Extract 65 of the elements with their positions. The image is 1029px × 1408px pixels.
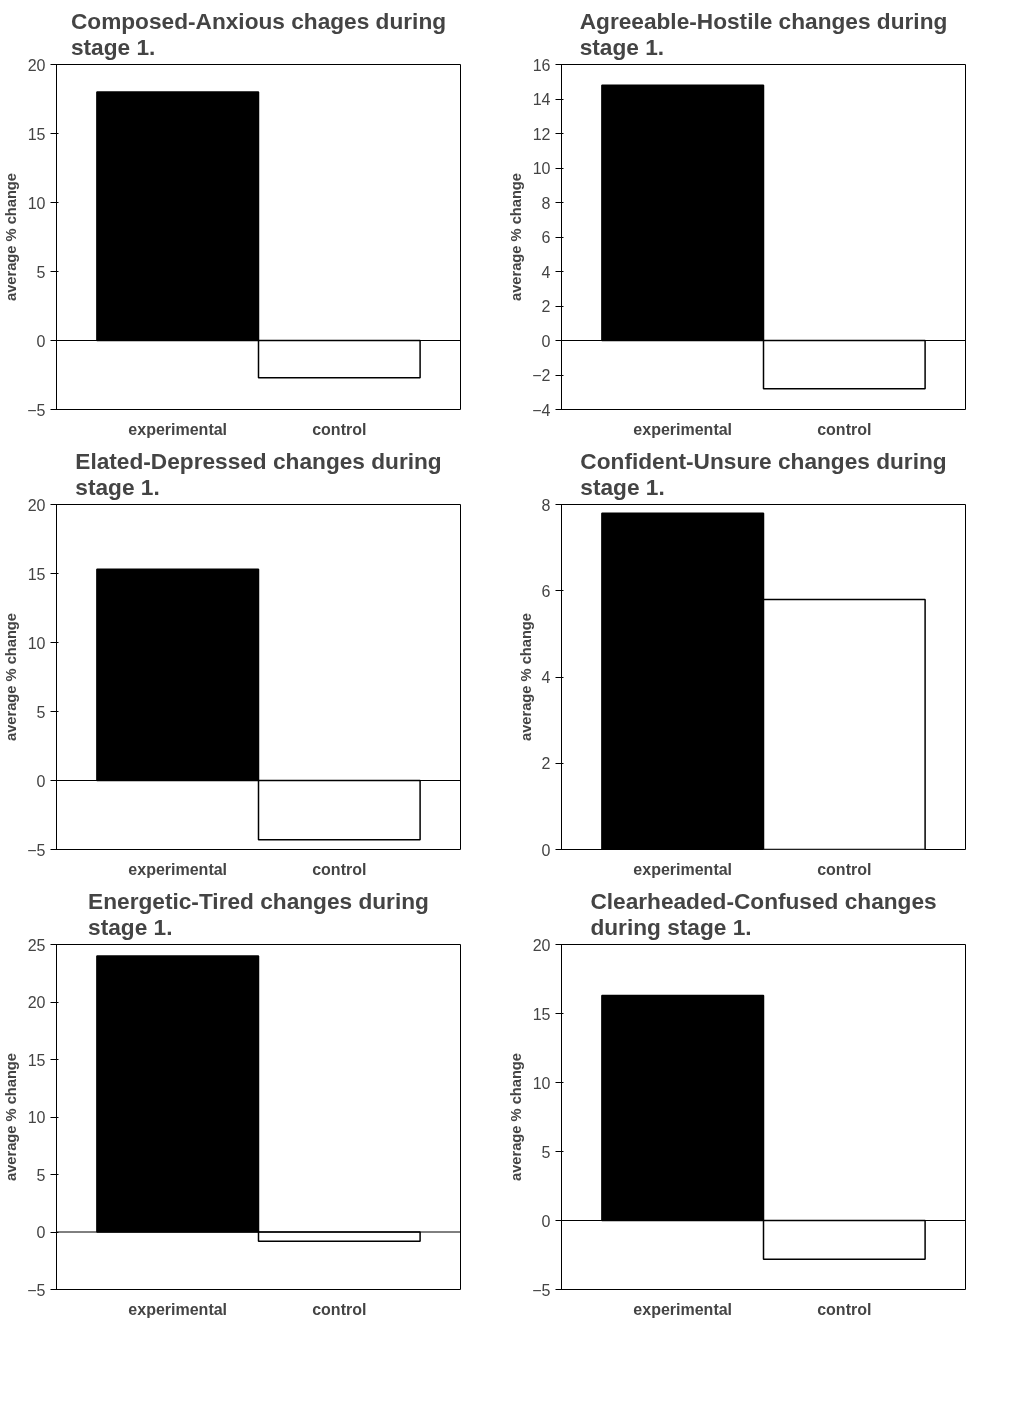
y-tick-label: −5 [532,1281,551,1299]
y-tick-label: 2 [541,298,551,315]
chart-title: Energetic-Tired changes during stage 1. [88,887,429,940]
y-axis-title: average % change [3,173,20,301]
y-tick-label: 5 [36,263,46,281]
y-axis-title: average % change [3,1053,20,1181]
x-tick-label: control [817,420,872,438]
y-tick-label: 4 [541,263,551,281]
y-tick-label: −5 [27,841,46,859]
y-tick-label: 20 [27,496,46,514]
y-tick-label: 5 [36,703,46,721]
y-tick-label: 15 [532,1005,551,1023]
y-tick-label: 15 [27,125,46,143]
y-tick-label: 0 [36,1224,46,1241]
y-tick-label: 10 [532,1074,551,1092]
y-axis-title: average % change [3,613,20,741]
y-axis-title: average % change [508,1053,525,1181]
y-tick-label: −2 [532,367,551,384]
x-tick-label: experimental [633,420,733,438]
y-axis-title: average % change [517,613,534,741]
y-tick-label: 16 [532,56,551,74]
y-tick-label: 5 [541,1143,551,1161]
x-tick-label: control [817,860,872,878]
y-tick-label: 20 [27,56,46,74]
y-tick-label: 20 [27,994,46,1011]
x-tick-label: control [817,1300,872,1318]
y-tick-label: 8 [541,194,551,212]
chart-title: Clearheaded-Confused changes during stage 1. [590,887,937,940]
y-tick-label: 0 [36,332,46,350]
x-tick-label: control [312,420,367,438]
y-tick-label: 5 [36,1166,46,1184]
y-tick-label: 25 [27,936,46,954]
y-tick-label: 10 [532,160,551,177]
y-tick-label: 6 [541,229,551,246]
y-tick-label: 0 [541,841,551,859]
x-tick-label: experimental [128,420,228,438]
y-tick-label: 2 [541,755,551,773]
y-tick-label: 10 [27,1109,46,1126]
x-tick-label: experimental [128,860,228,878]
y-tick-label: 15 [27,565,46,583]
y-tick-label: 10 [27,634,46,652]
y-tick-label: −5 [27,1281,46,1299]
y-tick-label: 10 [27,194,46,212]
y-tick-label: 0 [541,332,551,350]
y-tick-label: −5 [27,401,46,419]
y-tick-label: 0 [541,1212,551,1230]
y-tick-label: −4 [532,401,551,419]
y-tick-label: 15 [27,1051,46,1069]
y-tick-label: 4 [541,669,551,686]
y-tick-label: 0 [36,772,46,790]
y-tick-label: 14 [532,91,551,108]
x-tick-label: experimental [633,860,733,878]
chart-title: Confident-Unsure changes during stage 1. [580,447,947,500]
y-tick-label: 6 [541,582,551,600]
chart-title: Agreeable-Hostile changes during stage 1. [579,7,948,60]
y-tick-label: 20 [532,936,551,954]
x-tick-label: control [312,1300,367,1318]
x-tick-label: experimental [128,1300,228,1318]
y-axis-title: average % change [508,173,525,301]
chart-title: Elated-Depressed changes during stage 1. [75,447,442,500]
y-tick-label: 12 [532,125,551,143]
y-tick-label: 8 [541,496,551,514]
x-tick-label: control [312,860,367,878]
x-tick-label: experimental [633,1300,733,1318]
chart-title: Composed-Anxious chages during stage 1. [70,7,447,60]
